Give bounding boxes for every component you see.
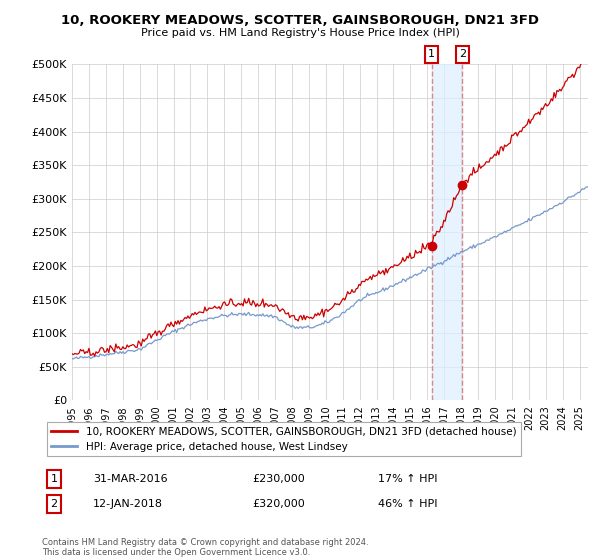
Text: 17% ↑ HPI: 17% ↑ HPI: [378, 474, 437, 484]
Text: Contains HM Land Registry data © Crown copyright and database right 2024.
This d: Contains HM Land Registry data © Crown c…: [42, 538, 368, 557]
Bar: [431, 64, 463, 400]
Text: 1: 1: [50, 474, 58, 484]
Text: £230,000: £230,000: [252, 474, 305, 484]
Text: 2: 2: [459, 49, 466, 59]
Text: Price paid vs. HM Land Registry's House Price Index (HPI): Price paid vs. HM Land Registry's House …: [140, 28, 460, 38]
Legend: 10, ROOKERY MEADOWS, SCOTTER, GAINSBOROUGH, DN21 3FD (detached house), HPI: Aver: 10, ROOKERY MEADOWS, SCOTTER, GAINSBOROU…: [47, 422, 521, 456]
Text: 31-MAR-2016: 31-MAR-2016: [93, 474, 167, 484]
Text: 10, ROOKERY MEADOWS, SCOTTER, GAINSBOROUGH, DN21 3FD: 10, ROOKERY MEADOWS, SCOTTER, GAINSBOROU…: [61, 14, 539, 27]
Text: 12-JAN-2018: 12-JAN-2018: [93, 499, 163, 509]
Text: 46% ↑ HPI: 46% ↑ HPI: [378, 499, 437, 509]
Text: 2: 2: [50, 499, 58, 509]
Text: 1: 1: [428, 49, 435, 59]
Text: £320,000: £320,000: [252, 499, 305, 509]
